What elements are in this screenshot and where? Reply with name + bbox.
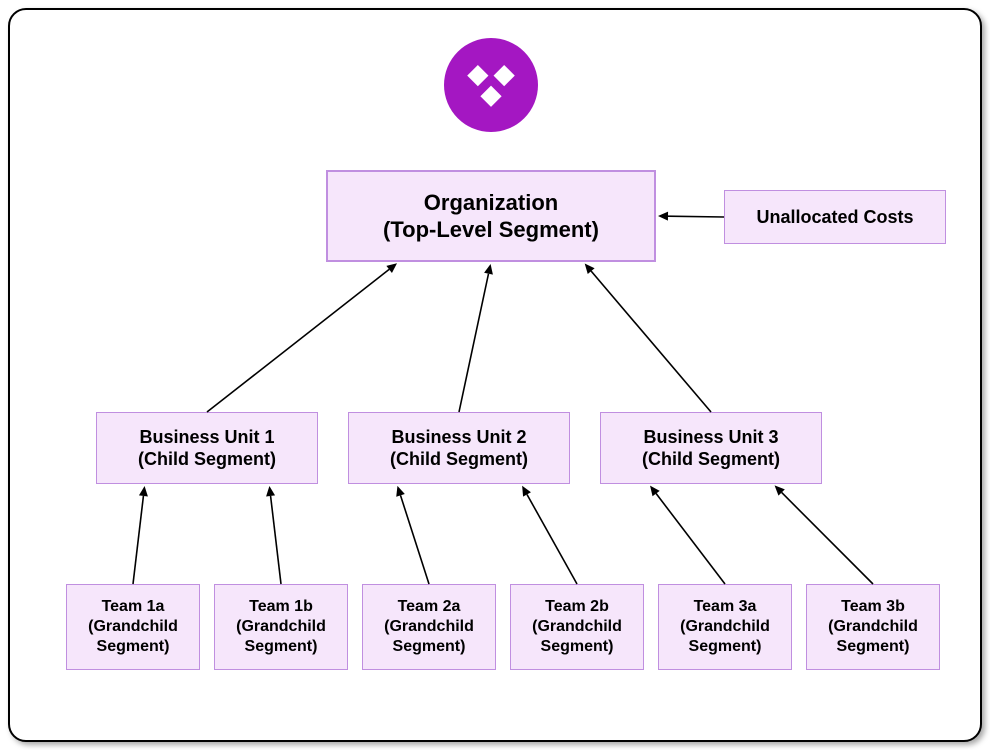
node-business-unit-3-label: Business Unit 3(Child Segment): [642, 426, 780, 471]
node-team-3a: Team 3a(GrandchildSegment): [658, 584, 792, 670]
node-team-1a-label: Team 1a(GrandchildSegment): [88, 597, 178, 657]
node-team-3b-label: Team 3b(GrandchildSegment): [828, 597, 918, 657]
node-team-2a-label: Team 2a(GrandchildSegment): [384, 597, 474, 657]
node-team-1a: Team 1a(GrandchildSegment): [66, 584, 200, 670]
node-business-unit-1-label: Business Unit 1(Child Segment): [138, 426, 276, 471]
node-business-unit-3: Business Unit 3(Child Segment): [600, 412, 822, 484]
node-team-2a: Team 2a(GrandchildSegment): [362, 584, 496, 670]
logo-diamonds-icon: [444, 38, 538, 132]
node-team-3b: Team 3b(GrandchildSegment): [806, 584, 940, 670]
logo-icon: [444, 38, 538, 132]
node-team-2b-label: Team 2b(GrandchildSegment): [532, 597, 622, 657]
node-unallocated-costs-label: Unallocated Costs: [756, 206, 913, 229]
node-team-1b: Team 1b(GrandchildSegment): [214, 584, 348, 670]
node-team-2b: Team 2b(GrandchildSegment): [510, 584, 644, 670]
node-organization: Organization(Top-Level Segment): [326, 170, 656, 262]
diagram-frame: Organization(Top-Level Segment) Unalloca…: [8, 8, 982, 742]
node-organization-label: Organization(Top-Level Segment): [383, 189, 599, 244]
node-business-unit-2: Business Unit 2(Child Segment): [348, 412, 570, 484]
node-business-unit-2-label: Business Unit 2(Child Segment): [390, 426, 528, 471]
node-team-1b-label: Team 1b(GrandchildSegment): [236, 597, 326, 657]
node-unallocated-costs: Unallocated Costs: [724, 190, 946, 244]
node-team-3a-label: Team 3a(GrandchildSegment): [680, 597, 770, 657]
node-business-unit-1: Business Unit 1(Child Segment): [96, 412, 318, 484]
